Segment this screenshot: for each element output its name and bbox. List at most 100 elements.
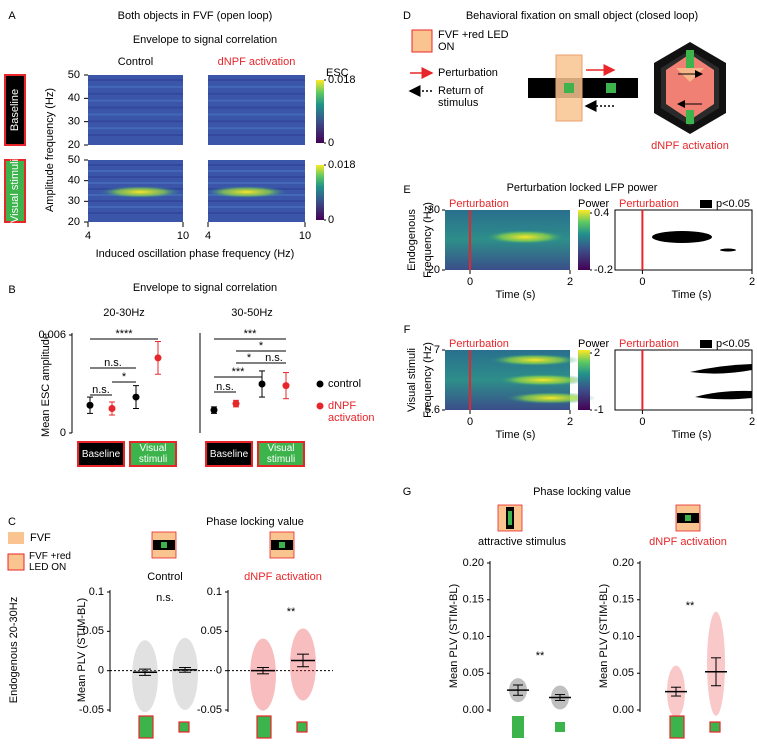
heatmap-stripe [88, 113, 183, 116]
significance-label: n.s. [156, 592, 174, 604]
event-label: Perturbation [619, 198, 679, 210]
heatmap-stripe [208, 79, 305, 81]
mean-point [282, 382, 290, 390]
significance-label: n.s. [104, 357, 122, 369]
heatmap-stripe [208, 106, 305, 109]
x-tick-label: 0 [639, 276, 645, 288]
heatmap-stripe [208, 120, 305, 123]
data-cloud [250, 638, 276, 711]
heatmap-stripe [88, 79, 183, 81]
x-axis-label: Time (s) [496, 429, 536, 441]
heatmap-stripe [208, 134, 305, 137]
x-tick-label: 0 [467, 276, 473, 288]
colorbar-tick-label: 0 [328, 137, 334, 149]
plot-title: attractive stimulus [478, 536, 567, 548]
y-tick-label: 20 [68, 216, 80, 228]
heatmap-stripe [208, 170, 305, 172]
y-axis-label: Mean PLV (STIM-BL) [76, 598, 88, 702]
heatmap-stripe [88, 85, 183, 88]
event-label: Perturbation [449, 198, 509, 210]
heatmap-stripe [88, 164, 183, 166]
y-tick-label: -0.05 [79, 704, 104, 716]
significant-cluster [695, 390, 752, 400]
significance-label: *** [244, 328, 258, 340]
mean-point [210, 406, 218, 414]
y-tick-label: 0.05 [83, 625, 104, 637]
heatmap-hotspot [206, 186, 287, 198]
y-tick-label: 0.00 [613, 704, 634, 716]
y-tick-label: 0.1 [207, 586, 222, 598]
heatmap-stripe [208, 99, 305, 102]
significance-label: * [259, 340, 264, 352]
colorbar-tick-label: 0.018 [328, 74, 356, 86]
y-tick-label: 20 [428, 264, 440, 276]
row-label-box [4, 159, 26, 223]
colorbar [578, 350, 590, 410]
y-tick-label: 0.20 [613, 557, 634, 569]
panel-title: Behavioral fixation on small object (clo… [466, 10, 698, 22]
y-tick-label: 50 [68, 154, 80, 166]
significance-label: n.s. [265, 352, 283, 364]
stimulus-size-icon [256, 715, 272, 739]
x-axis-label: Induced oscillation phase frequency (Hz) [96, 248, 295, 260]
y-tick-label: 30 [68, 116, 80, 128]
y-tick-label: 0 [216, 665, 222, 677]
stimulus-icon [685, 515, 691, 521]
x-tick-label: 10 [177, 230, 189, 242]
colorbar [578, 210, 590, 270]
group-label: Baseline [205, 441, 253, 467]
y-tick-label: 0 [60, 427, 66, 439]
legend-label: p<0.05 [716, 198, 750, 210]
row-label: Visual stimuli [9, 159, 21, 223]
y-tick-label: 0.20 [463, 557, 484, 569]
heatmap-stripe [88, 92, 183, 95]
data-cloud [132, 640, 158, 713]
significance-label: ** [536, 650, 545, 662]
mean-point [258, 380, 266, 388]
row-label: Endogenous 20-30Hz [8, 597, 20, 703]
group-label: Baseline [77, 441, 125, 467]
y-tick-label: 50 [68, 69, 80, 81]
colorbar [316, 80, 324, 143]
y-tick-label: 5.6 [425, 404, 440, 416]
heatmap-stripe [88, 212, 183, 214]
significance-label: n.s. [216, 381, 234, 393]
stimulus-icon [508, 511, 512, 525]
heatmap-stripe [88, 120, 183, 123]
stimulus-icon [279, 542, 285, 548]
x-tick-label: 0 [467, 416, 473, 428]
significant-cluster [720, 248, 736, 252]
heatmap-hotspot [485, 230, 565, 244]
y-axis-label: Amplitude frequency (Hz) [44, 88, 56, 212]
heatmap-hotspot [498, 374, 588, 386]
y-tick-label: 0.00 [463, 704, 484, 716]
fixation-diagram [528, 42, 726, 134]
legend-marker [316, 380, 324, 388]
column-title: Control [118, 56, 153, 68]
y-tick-label: 0.05 [613, 667, 634, 679]
event-label: Perturbation [619, 338, 679, 350]
significance-label: ** [686, 600, 695, 612]
mean-point [132, 393, 140, 401]
panel-letter: B [8, 284, 15, 296]
plot-title: 20-30Hz [103, 307, 145, 319]
y-tick-label: 0.006 [38, 329, 66, 341]
panel-letter: G [403, 486, 412, 498]
heatmap-stripe [88, 134, 183, 137]
heatmap-stripe [208, 164, 305, 166]
row-label-box [4, 74, 26, 146]
legend-label: FVF +red LED ON [29, 551, 71, 573]
colorbar-label: Power [578, 198, 610, 210]
stimulus-size-icon [178, 721, 190, 733]
diagram-caption: dNPF activation [651, 140, 729, 152]
panel-letter: F [404, 324, 411, 336]
y-axis-label: Mean PLV (STIM-BL) [598, 584, 610, 688]
x-tick-label: 2 [749, 276, 755, 288]
significant-cluster [690, 364, 752, 374]
heatmap-stripe [88, 176, 183, 178]
mean-point [108, 405, 116, 412]
stimulus-size-icon [555, 722, 565, 732]
legend-swatch [411, 29, 433, 53]
legend-label: FVF +red LED ON [438, 29, 509, 53]
panel-letter: A [8, 10, 16, 22]
